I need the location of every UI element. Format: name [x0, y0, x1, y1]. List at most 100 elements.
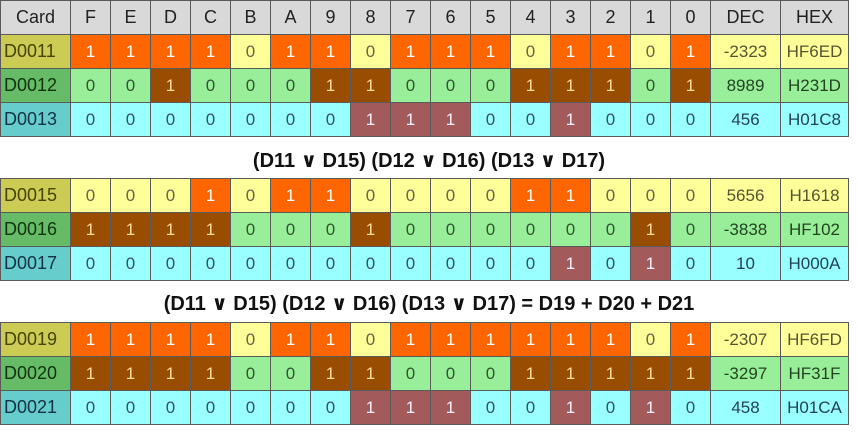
bit-cell: 0: [230, 246, 271, 281]
formula-caption-2: (D11 ∨ D15) (D12 ∨ D16) (D13 ∨ D17) = D1…: [163, 293, 695, 315]
bit-cell: 0: [630, 34, 671, 69]
bit-cell: 0: [590, 390, 631, 425]
bit-cell: 0: [350, 178, 391, 213]
bit-cell: 1: [270, 34, 311, 69]
register-table-1: Card F E D C B A 9 8 7 6 5 4 3 2 1 0 DEC HEX D0011 1 1 1 1 0 1 1 0 1…: [0, 0, 849, 137]
bit-cell: 0: [430, 356, 471, 391]
decimal-value: -3838: [710, 212, 781, 247]
bit-cell: 1: [110, 356, 151, 391]
register-row-d0015: D0015 0 0 0 1 0 1 1 0 0 0 0 1 1 0 0 0 5656 H1618: [0, 178, 849, 213]
bit-cell: 1: [390, 390, 431, 425]
bit-cell: 0: [230, 356, 271, 391]
bit-cell: 0: [230, 390, 271, 425]
bit-cell: 1: [670, 68, 711, 103]
bit-cell: 0: [110, 68, 151, 103]
bit-cell: 1: [150, 34, 191, 69]
bit-cell: 1: [190, 212, 231, 247]
bit-cell: 0: [70, 68, 111, 103]
bit-cell: 0: [470, 390, 511, 425]
header-bit-b: B: [230, 0, 271, 35]
bit-cell: 0: [670, 178, 711, 213]
decimal-value: 10: [710, 246, 781, 281]
bit-cell: 0: [630, 322, 671, 357]
bit-cell: 1: [190, 34, 231, 69]
register-row-d0017: D0017 0 0 0 0 0 0 0 0 0 0 0 0 1 0 1 0 10 H000A: [0, 246, 849, 281]
bit-cell: 1: [630, 356, 671, 391]
bit-cell: 1: [310, 68, 351, 103]
bit-cell: 0: [470, 356, 511, 391]
register-label: D0017: [0, 246, 71, 281]
bit-cell: 0: [670, 390, 711, 425]
bit-cell: 1: [630, 212, 671, 247]
bit-cell: 1: [390, 322, 431, 357]
bit-cell: 0: [110, 246, 151, 281]
bit-cell: 1: [670, 322, 711, 357]
bit-cell: 0: [430, 212, 471, 247]
bit-cell: 0: [110, 390, 151, 425]
register-label: D0013: [0, 102, 71, 137]
bit-cell: 1: [150, 356, 191, 391]
bit-cell: 1: [70, 212, 111, 247]
bit-cell: 0: [150, 246, 191, 281]
bit-cell: 0: [590, 102, 631, 137]
bit-cell: 1: [470, 34, 511, 69]
register-row-d0016: D0016 1 1 1 1 0 0 0 1 0 0 0 0 0 0 1 0 -3838 HF102: [0, 212, 849, 247]
bit-cell: 0: [270, 212, 311, 247]
bit-cell: 0: [630, 102, 671, 137]
bit-cell: 1: [390, 102, 431, 137]
bit-cell: 0: [510, 34, 551, 69]
hex-value: HF102: [780, 212, 849, 247]
bit-cell: 0: [470, 212, 511, 247]
bit-cell: 1: [430, 322, 471, 357]
header-bit-7: 7: [390, 0, 431, 35]
header-bit-c: C: [190, 0, 231, 35]
header-bit-0: 0: [670, 0, 711, 35]
bit-cell: 0: [550, 212, 591, 247]
bit-cell: 0: [310, 390, 351, 425]
bit-cell: 0: [430, 178, 471, 213]
bit-cell: 1: [550, 34, 591, 69]
bit-cell: 1: [430, 390, 471, 425]
header-bit-6: 6: [430, 0, 471, 35]
formula-caption-1: (D11 ∨ D15) (D12 ∨ D16) (D13 ∨ D17): [252, 150, 606, 172]
header-dec: DEC: [710, 0, 781, 35]
bit-cell: 0: [510, 390, 551, 425]
bit-cell: 1: [310, 34, 351, 69]
header-bit-1: 1: [630, 0, 671, 35]
bit-cell: 0: [310, 212, 351, 247]
decimal-value: -2307: [710, 322, 781, 357]
header-hex: HEX: [780, 0, 849, 35]
bit-cell: 1: [190, 356, 231, 391]
bit-cell: 0: [230, 212, 271, 247]
bit-cell: 1: [70, 356, 111, 391]
bit-cell: 0: [350, 322, 391, 357]
hex-value: HF6ED: [780, 34, 849, 69]
bit-cell: 0: [470, 178, 511, 213]
bit-cell: 0: [270, 68, 311, 103]
bit-cell: 0: [350, 246, 391, 281]
bit-cell: 1: [430, 34, 471, 69]
header-bit-8: 8: [350, 0, 391, 35]
hex-value: H000A: [780, 246, 849, 281]
bit-cell: 1: [150, 68, 191, 103]
hex-value: H231D: [780, 68, 849, 103]
bit-cell: 1: [470, 322, 511, 357]
bit-cell: 1: [110, 34, 151, 69]
bit-cell: 1: [190, 178, 231, 213]
bit-cell: 1: [110, 322, 151, 357]
bit-cell: 0: [230, 322, 271, 357]
register-row-d0012: D0012 0 0 1 0 0 0 1 1 0 0 0 1 1 1 0 1 8989 H231D: [0, 68, 849, 103]
bit-cell: 1: [630, 390, 671, 425]
hex-value: H01CA: [780, 390, 849, 425]
decimal-value: 458: [710, 390, 781, 425]
header-row: Card F E D C B A 9 8 7 6 5 4 3 2 1 0 DEC HEX: [0, 0, 849, 35]
bit-cell: 1: [350, 390, 391, 425]
bit-cell: 1: [190, 322, 231, 357]
bit-cell: 1: [270, 322, 311, 357]
bit-cell: 1: [110, 212, 151, 247]
bit-cell: 1: [550, 102, 591, 137]
bit-cell: 0: [510, 102, 551, 137]
header-bit-4: 4: [510, 0, 551, 35]
bit-cell: 1: [590, 68, 631, 103]
